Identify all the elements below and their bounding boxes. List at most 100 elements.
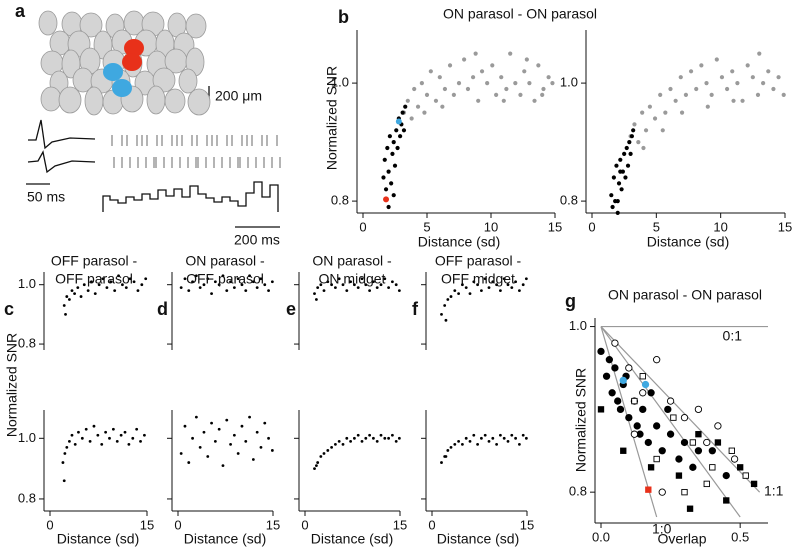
x-tick-label: 15: [520, 517, 534, 532]
point: [639, 405, 647, 414]
point: [680, 438, 689, 447]
point: [464, 436, 468, 440]
point: [316, 286, 320, 290]
point: [670, 414, 677, 421]
point: [248, 415, 251, 419]
point: [409, 116, 414, 121]
point: [198, 286, 202, 290]
point: [65, 295, 69, 298]
point: [382, 157, 387, 162]
point: [643, 128, 649, 133]
point: [341, 283, 345, 287]
point: [597, 406, 605, 413]
point: [240, 283, 244, 287]
point: [330, 283, 333, 287]
point: [248, 274, 251, 278]
point: [597, 347, 605, 356]
point: [504, 86, 509, 92]
point: [88, 439, 92, 443]
point: [719, 75, 725, 80]
point: [349, 439, 352, 443]
point: [259, 277, 263, 281]
point: [73, 292, 76, 295]
point: [502, 277, 506, 281]
point: [761, 81, 766, 86]
point: [495, 283, 498, 287]
point: [506, 283, 510, 287]
point: [628, 151, 633, 156]
panel-label: g: [565, 291, 576, 311]
point: [703, 480, 710, 488]
point: [401, 128, 407, 133]
point: [610, 204, 615, 210]
point: [319, 455, 323, 458]
point: [221, 464, 225, 467]
point: [699, 63, 704, 68]
point: [653, 455, 660, 463]
point: [457, 439, 460, 443]
point: [387, 436, 390, 440]
point: [609, 193, 614, 198]
chart-title: OFF parasol -: [435, 253, 522, 269]
point: [263, 283, 267, 287]
point: [77, 430, 80, 434]
point: [183, 424, 187, 428]
point: [540, 92, 545, 97]
point: [391, 280, 394, 284]
point: [349, 280, 352, 284]
point: [750, 480, 758, 488]
point: [510, 433, 514, 437]
point: [611, 339, 619, 347]
point: [139, 439, 142, 443]
point: [608, 389, 616, 397]
point: [708, 447, 716, 455]
point: [364, 436, 368, 440]
y-tick-label: 0.8: [560, 193, 578, 208]
point: [776, 75, 781, 80]
point: [334, 442, 337, 446]
point: [383, 436, 387, 440]
point: [632, 122, 637, 127]
reference-line: [600, 326, 761, 493]
point: [490, 63, 495, 68]
point: [403, 104, 408, 109]
point: [641, 145, 646, 151]
point: [464, 286, 468, 290]
x-tick-label: 0: [301, 517, 308, 532]
point: [461, 283, 464, 287]
x-axis-label: Distance (sd): [647, 234, 729, 250]
x-axis-label: Distance (sd): [184, 531, 266, 547]
point: [625, 364, 633, 372]
rf-ellipse: [84, 86, 104, 116]
point: [666, 430, 675, 438]
point: [96, 433, 100, 437]
point: [689, 463, 697, 471]
point: [683, 92, 689, 97]
point: [447, 63, 453, 68]
point: [356, 286, 360, 290]
rf-ellipse: [146, 85, 166, 115]
point: [79, 295, 83, 298]
point: [615, 210, 620, 215]
point: [472, 280, 476, 284]
point: [627, 140, 632, 145]
point: [470, 75, 476, 80]
point: [673, 98, 678, 103]
reference-line: [600, 326, 741, 518]
rf-ellipse: [58, 86, 82, 114]
point: [109, 280, 113, 284]
point: [750, 75, 755, 80]
point: [210, 421, 213, 425]
panel-label: f: [412, 299, 419, 319]
point: [501, 98, 506, 103]
point: [210, 292, 213, 295]
point: [506, 439, 510, 443]
point: [428, 69, 433, 74]
point: [383, 196, 390, 203]
point: [703, 438, 711, 447]
point: [221, 274, 225, 278]
point: [518, 442, 521, 446]
point: [92, 424, 96, 428]
point: [449, 295, 453, 298]
